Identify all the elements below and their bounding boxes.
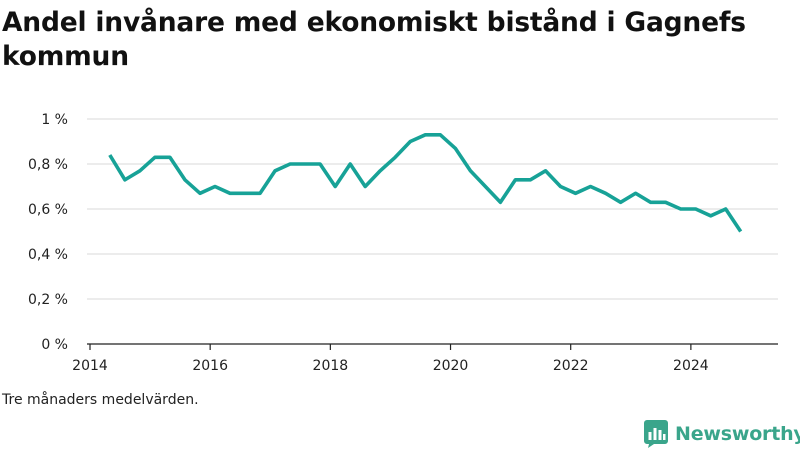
y-tick-label: 1 % xyxy=(41,112,68,128)
gridlines xyxy=(87,118,778,300)
chart-note: Tre månaders medelvärden. xyxy=(2,392,199,408)
newsworthy-logo: Newsworthy xyxy=(644,420,800,448)
x-tick-label: 2024 xyxy=(673,358,709,374)
x-tick-label: 2018 xyxy=(313,358,349,374)
x-tick-label: 2014 xyxy=(72,358,108,374)
y-tick-label: 0,2 % xyxy=(28,292,68,308)
chart-title: Andel invånare med ekonomiskt bistånd i … xyxy=(2,7,746,72)
series-line xyxy=(108,133,743,233)
newsworthy-logo-icon xyxy=(644,420,668,448)
y-axis-tick-labels: 0 % 0,2 % 0,4 % 0,6 % 0,8 % 1 % xyxy=(28,112,68,353)
y-tick-label: 0,4 % xyxy=(28,247,68,263)
y-tick-label: 0,8 % xyxy=(28,157,68,173)
x-tick-label: 2016 xyxy=(192,358,228,374)
newsworthy-logo-text: Newsworthy xyxy=(675,423,800,445)
series-lines xyxy=(108,133,743,233)
x-tick-label: 2020 xyxy=(433,358,469,374)
x-axis: 2014 2016 2018 2020 2022 2024 xyxy=(72,343,778,374)
y-tick-label: 0,6 % xyxy=(28,202,68,218)
y-tick-label: 0 % xyxy=(41,337,68,353)
x-tick-label: 2022 xyxy=(553,358,589,374)
